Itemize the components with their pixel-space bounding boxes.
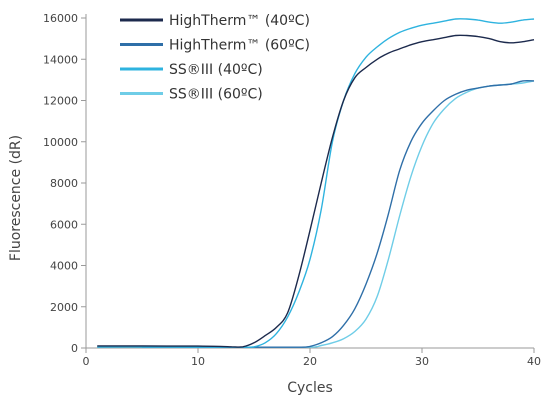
y-tick-label: 8000 — [50, 177, 78, 190]
legend-label: SS®III (40ºC) — [169, 62, 263, 78]
axes: 0 2000 4000 6000 8000 10000 12000 14000 16000 0 10… — [43, 12, 541, 368]
y-tick-label: 2000 — [50, 301, 78, 314]
x-tick-label: 20 — [303, 355, 317, 368]
legend-label: HighTherm™ (60ºC) — [169, 38, 310, 54]
legend-label: HighTherm™ (40ºC) — [169, 13, 310, 29]
series-line-3 — [97, 18, 535, 348]
series-line-2 — [141, 79, 535, 348]
x-tick-label: 10 — [191, 355, 205, 368]
y-tick-label: 4000 — [50, 260, 78, 273]
legend-label: SS®III (60ºC) — [169, 87, 263, 103]
y-tick-label: 0 — [71, 342, 78, 355]
legend: HighTherm™ (40ºC) HighTherm™ (60ºC) SS®III… — [120, 13, 310, 103]
x-tick-label: 0 — [83, 355, 90, 368]
y-axis-title: Fluorescence (dR) — [8, 135, 24, 261]
y-tick-label: 6000 — [50, 218, 78, 231]
y-tick-label: 10000 — [43, 136, 78, 149]
y-tick-label: 12000 — [43, 95, 78, 108]
x-axis-title: Cycles — [287, 380, 333, 396]
y-tick-label: 16000 — [43, 12, 78, 25]
x-tick-label: 30 — [415, 355, 429, 368]
series-lines — [97, 18, 535, 349]
y-tick-label: 14000 — [43, 53, 78, 66]
series-line-1 — [97, 34, 535, 348]
x-tick-label: 40 — [527, 355, 541, 368]
